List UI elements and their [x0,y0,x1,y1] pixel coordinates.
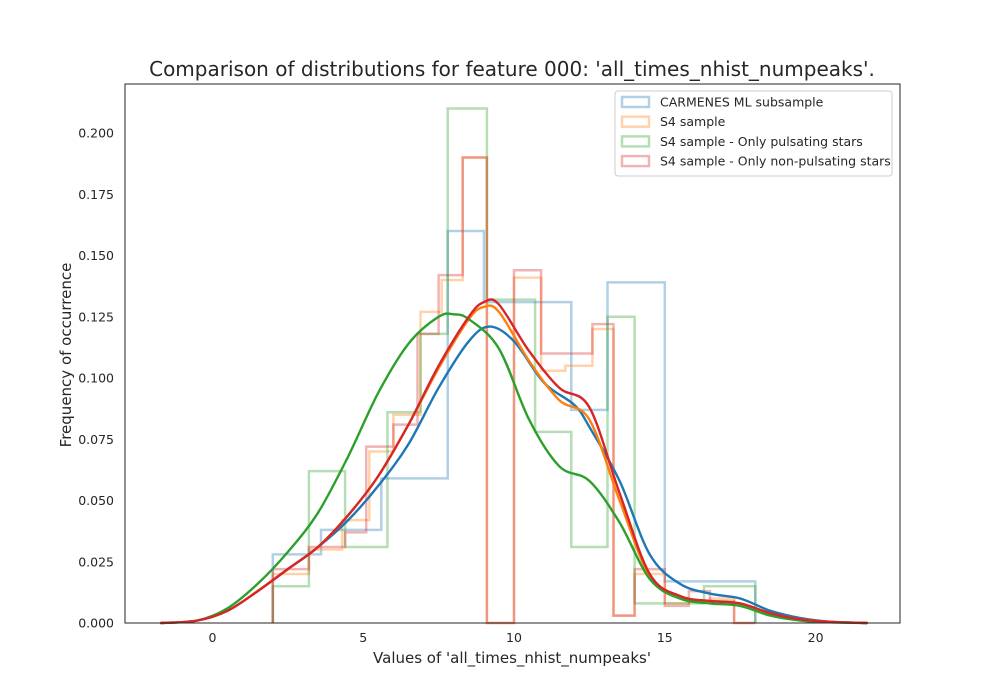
y-tick-label: 0.000 [78,616,114,631]
x-tick-label: 0 [209,630,217,645]
histogram-series-0 [271,229,757,623]
legend: CARMENES ML subsample S4 sample S4 sample … [614,90,893,177]
plot-area [160,107,868,625]
legend-label: CARMENES ML subsample [660,95,824,110]
y-tick-label: 0.025 [78,554,114,569]
x-axis-label: Values of 'all_times_nhist_numpeaks' [373,649,651,668]
legend-label: S4 sample - Only pulsating stars [660,134,863,149]
legend-box [614,90,893,177]
legend-swatch [620,95,651,109]
legend-swatch [620,115,651,128]
legend-label: S4 sample - Only non-pulsating stars [660,154,891,169]
histogram-series-3 [271,156,756,625]
histogram-series-2 [271,107,757,623]
x-tick-label: 5 [359,630,367,645]
legend-swatch [620,154,651,168]
axes-frame [124,83,901,624]
x-tick-label: 15 [657,630,673,645]
y-axis-label: Frequency of occurrence [57,263,75,448]
x-axis-ticks: 0 5 10 15 20 [209,630,824,645]
y-tick-label: 0.175 [78,187,114,202]
x-tick-label: 20 [808,630,824,645]
y-axis-ticks: 0.000 0.025 0.050 0.075 0.100 0.125 0.150 0.175… [78,126,114,631]
y-tick-label: 0.200 [78,126,114,141]
legend-label: S4 sample [660,114,726,129]
y-tick-label: 0.150 [78,248,114,263]
kde-line-series-2 [160,312,868,625]
y-tick-label: 0.075 [78,432,114,447]
x-tick-label: 10 [506,630,522,645]
y-tick-label: 0.050 [78,493,114,508]
kde-layer [160,298,868,625]
y-tick-label: 0.125 [78,309,114,324]
legend-swatch [620,135,651,148]
kde-line-series-3 [160,298,868,625]
chart-title: Comparison of distributions for feature … [149,57,875,81]
y-tick-label: 0.100 [78,371,114,386]
